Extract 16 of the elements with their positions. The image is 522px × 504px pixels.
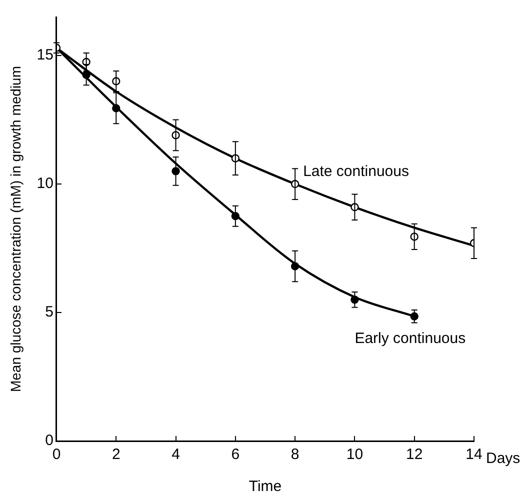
y-tick-label: 15 [36,46,54,64]
series-label: Early continuous [354,330,466,348]
series-label: Late continuous [303,163,409,180]
x-tick-label: 12 [406,446,423,464]
text: Days [486,450,520,468]
y-tick-label: 0 [45,432,54,450]
x-tick-label: 14 [466,446,482,464]
x-tick-label: 10 [346,446,364,464]
x-axis-title: Time [248,478,282,496]
x-tick-label: 2 [112,446,120,464]
x-tick-label: 6 [231,446,240,464]
x-tick-label: 4 [172,446,180,464]
y-tick-label: 10 [36,175,54,192]
x-tick-label: 8 [290,446,300,464]
y-axis-title: Mean glucose concentration (mM) in growth medium [7,66,24,392]
y-tick-label: 5 [45,304,54,321]
